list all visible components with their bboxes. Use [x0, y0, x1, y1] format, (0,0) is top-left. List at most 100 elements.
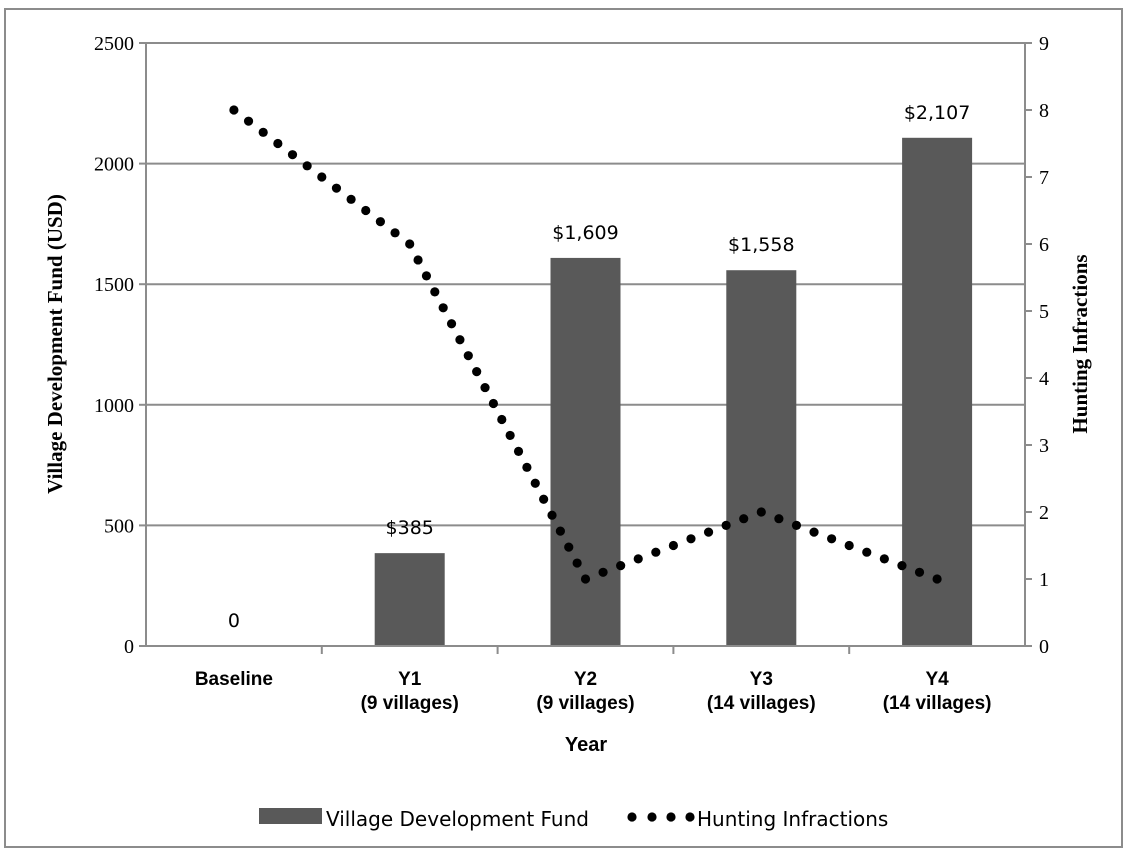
line-dot — [809, 527, 819, 537]
line-dot — [243, 116, 254, 126]
bar-data-labels: 0 $385 $1,609 $1,558 $2,107 — [228, 102, 970, 632]
line-dot — [331, 183, 342, 193]
right-axis-ticks: 0 1 2 3 4 5 6 7 8 9 — [1039, 33, 1049, 658]
line-dot — [390, 228, 400, 238]
line-dot — [258, 127, 268, 137]
right-tick-label: 6 — [1039, 234, 1049, 256]
line-dot — [480, 382, 490, 393]
legend-dot — [627, 812, 637, 822]
bar-data-label: 0 — [228, 610, 240, 632]
right-tick-label: 0 — [1039, 636, 1049, 658]
line-dot — [430, 287, 440, 297]
bar-data-label: $1,609 — [552, 222, 618, 244]
line-dot — [505, 430, 515, 441]
line-dot — [686, 534, 696, 544]
bar — [902, 137, 973, 646]
right-tick-label: 4 — [1039, 368, 1049, 390]
right-tick-label: 8 — [1039, 100, 1049, 122]
legend-dot — [685, 812, 695, 822]
legend-swatch-bar — [259, 808, 322, 824]
left-tick-label: 500 — [104, 515, 134, 537]
line-dot — [438, 303, 448, 313]
line-dot — [375, 217, 385, 227]
line-dot — [897, 561, 907, 571]
right-tick-label: 9 — [1039, 33, 1049, 55]
line-dot — [633, 554, 643, 564]
line-dot — [539, 494, 549, 504]
category-label: Y4 (14 villages) — [883, 669, 992, 714]
line-dot — [827, 534, 837, 544]
line-dot — [405, 239, 415, 249]
line-dot — [513, 446, 524, 456]
legend: Village Development Fund Hunting Infract… — [259, 807, 888, 831]
left-axis-ticks: 0 500 1000 1500 2000 2500 — [94, 33, 134, 658]
line-dot — [229, 105, 239, 115]
category-labels: Baseline Y1 (9 villages) Y2 (9 villages) Y3 (1… — [195, 669, 992, 714]
right-tick-label: 1 — [1039, 569, 1049, 591]
line-dot — [287, 150, 298, 160]
left-tick-label: 1000 — [94, 395, 134, 417]
y-axis-title: Village Development Fund (USD) — [43, 194, 67, 494]
line-dot — [421, 271, 432, 281]
line-dot — [862, 547, 872, 557]
line-dot — [616, 561, 626, 571]
line-dot — [317, 172, 327, 182]
line-dot — [756, 507, 766, 517]
line-dot — [530, 478, 540, 488]
right-tick-label: 3 — [1039, 435, 1049, 457]
bar-data-label: $2,107 — [904, 102, 970, 124]
y2-axis-title: Hunting Infractions — [1068, 254, 1092, 433]
category-label: Y3 (14 villages) — [707, 669, 816, 714]
bar-data-label: $385 — [386, 517, 434, 539]
legend-label-dots: Hunting Infractions — [697, 807, 888, 831]
line-dot — [739, 514, 749, 524]
line-dot — [302, 161, 312, 171]
line-dot — [463, 351, 473, 361]
bars — [374, 137, 973, 646]
legend-label-bar: Village Development Fund — [326, 807, 589, 831]
line-dot — [346, 194, 356, 204]
left-tick-label: 0 — [124, 636, 134, 658]
line-dot — [564, 542, 574, 552]
line-dot — [488, 398, 499, 409]
line-dot — [668, 540, 679, 551]
line-dot — [413, 255, 423, 265]
right-tick-label: 2 — [1039, 502, 1049, 524]
bar-data-label: $1,558 — [728, 234, 794, 256]
line-dot — [455, 335, 465, 345]
left-tick-label: 1500 — [94, 274, 134, 296]
bar — [550, 257, 621, 646]
x-axis-title: Year — [565, 734, 607, 756]
line-dot — [555, 526, 565, 536]
bar — [726, 270, 797, 646]
line-dot — [651, 547, 661, 557]
legend-dot — [647, 812, 657, 822]
category-label: Baseline — [195, 669, 273, 690]
legend-dot — [666, 812, 676, 822]
line-dot — [598, 567, 608, 577]
line-dot — [932, 574, 942, 584]
category-label: Y2 (9 villages) — [536, 669, 634, 714]
line-dot — [273, 138, 283, 149]
line-dot — [703, 527, 714, 537]
line-dot — [914, 567, 925, 577]
right-tick-label: 7 — [1039, 167, 1049, 189]
line-dot — [844, 540, 854, 551]
line-dot — [497, 414, 507, 425]
legend-swatch-dots — [627, 812, 695, 822]
right-tick-label: 5 — [1039, 301, 1049, 323]
line-dot — [361, 205, 371, 216]
line-dot — [721, 520, 731, 531]
line-dot — [572, 558, 582, 568]
line-dot — [472, 367, 482, 377]
axes — [139, 42, 1032, 654]
left-tick-label: 2000 — [94, 154, 134, 176]
line-dot — [580, 574, 591, 584]
line-dot — [446, 319, 457, 329]
line-dot — [547, 510, 557, 520]
line-dot — [791, 520, 802, 531]
left-tick-label: 2500 — [94, 33, 134, 55]
line-dot — [522, 462, 532, 472]
category-label: Y1 (9 villages) — [361, 669, 459, 714]
